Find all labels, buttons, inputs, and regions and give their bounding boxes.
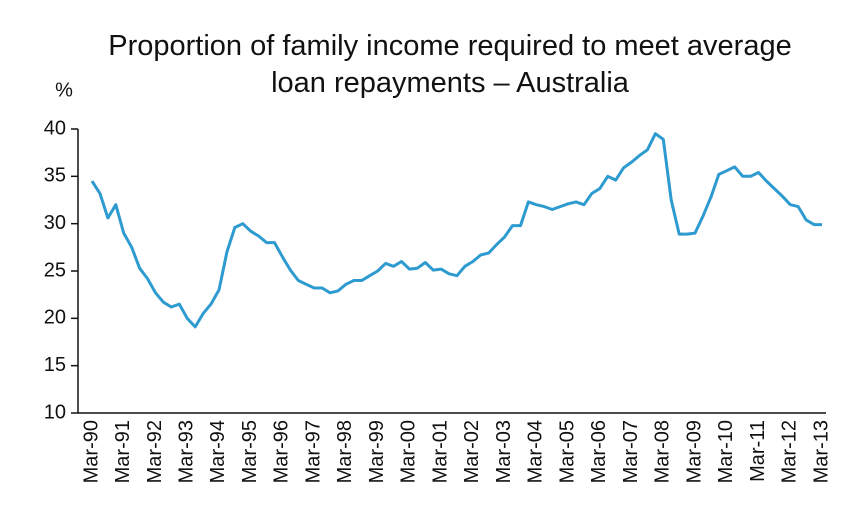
x-tick-label: Mar-13 (810, 420, 832, 483)
y-tick-label: 10 (44, 401, 66, 423)
x-tick-label: Mar-01 (429, 420, 451, 483)
y-axis-label: % (55, 79, 73, 101)
data-line (90, 132, 822, 329)
x-tick-label: Mar-99 (366, 420, 388, 483)
y-tick-label: 25 (44, 259, 66, 281)
x-tick-label: Mar-98 (334, 420, 356, 483)
x-tick-label: Mar-97 (302, 420, 324, 483)
x-tick-label: Mar-95 (239, 420, 261, 483)
x-tick-label: Mar-96 (271, 420, 293, 483)
x-tick-label: Mar-00 (398, 420, 420, 483)
x-tick-label: Mar-10 (715, 420, 737, 483)
x-tick-label: Mar-94 (207, 420, 229, 483)
x-tick-label: Mar-09 (683, 420, 705, 483)
y-tick-label: 35 (44, 165, 66, 187)
x-tick-label: Mar-08 (652, 420, 674, 483)
x-tick-label: Mar-05 (556, 420, 578, 483)
x-tick-label: Mar-07 (620, 420, 642, 483)
x-tick-label: Mar-90 (80, 420, 102, 483)
x-tick-label: Mar-03 (493, 420, 515, 483)
x-tick-label: Mar-91 (112, 420, 134, 483)
x-tick-label: Mar-93 (175, 420, 197, 483)
x-tick-label: Mar-12 (779, 420, 801, 483)
x-tick-label: Mar-02 (461, 420, 483, 483)
y-tick-label: 40 (44, 117, 66, 139)
x-tick-label: Mar-92 (144, 420, 166, 483)
y-tick-label: 20 (44, 307, 66, 329)
y-tick-label: 15 (44, 354, 66, 376)
chart-title: Proportion of family income required to … (108, 30, 792, 99)
x-tick-label: Mar-11 (747, 420, 769, 482)
x-tick-label: Mar-06 (588, 420, 610, 483)
x-tick-label: Mar-04 (525, 420, 547, 483)
y-tick-label: 30 (44, 212, 66, 234)
